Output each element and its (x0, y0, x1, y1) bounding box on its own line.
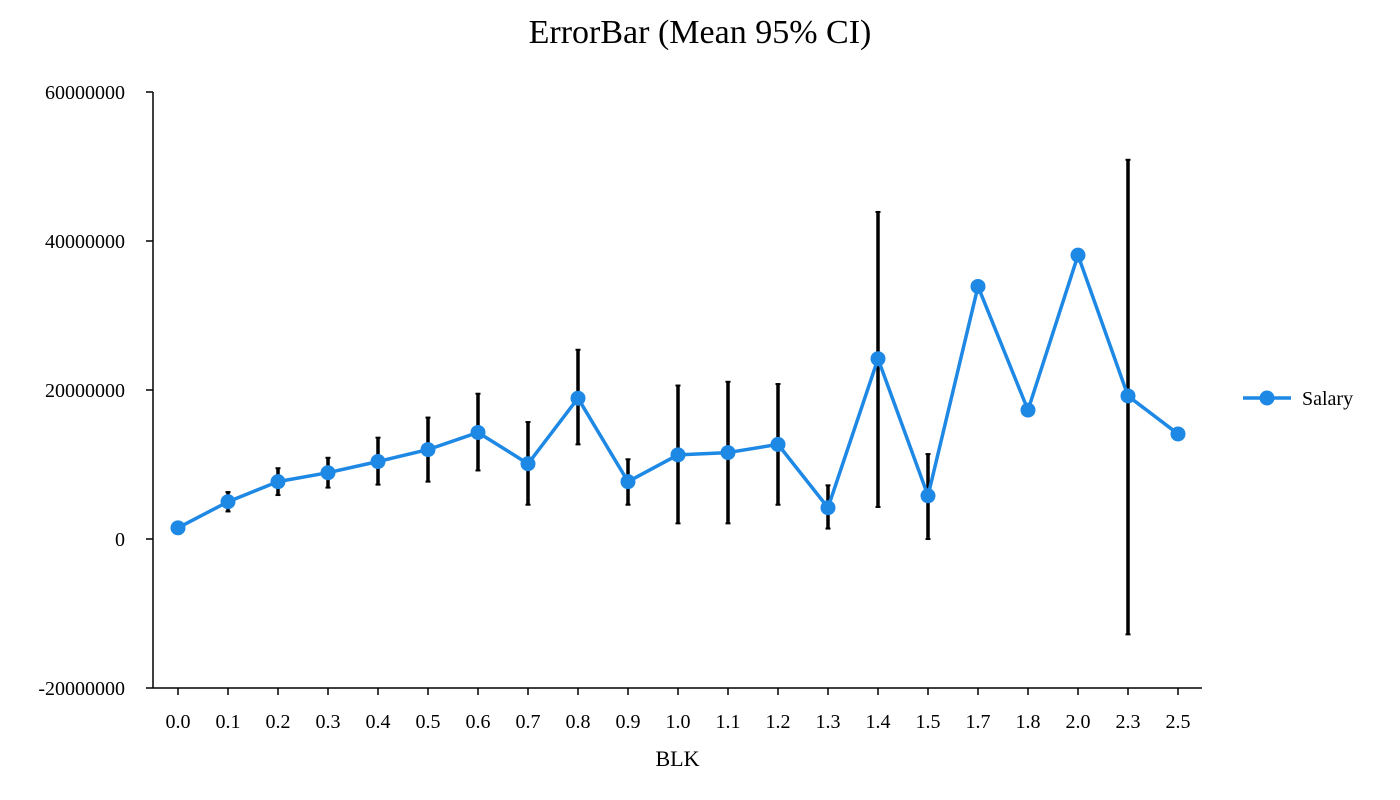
x-tick-label: 1.5 (916, 711, 941, 733)
legend-label: Salary (1302, 388, 1353, 410)
x-tick-label: 0.4 (366, 711, 391, 733)
data-point (370, 454, 386, 470)
axes: -20000000 0 20000000 40000000 60000000 0.0 0.1… (38, 82, 1202, 771)
x-tick-label: 0.6 (466, 711, 491, 733)
x-tick-label: 0.1 (216, 711, 241, 733)
legend-marker (1259, 390, 1275, 406)
y-tick-label: 0 (115, 529, 125, 551)
data-point (270, 474, 286, 490)
series-lines (170, 247, 1186, 536)
data-point (720, 445, 736, 461)
x-tick-label: 2.5 (1166, 711, 1191, 733)
data-point (570, 390, 586, 406)
data-point (320, 465, 336, 481)
data-point (1070, 247, 1086, 263)
x-tick-label: 1.7 (966, 711, 991, 733)
x-tick-label: 0.3 (316, 711, 341, 733)
data-point (220, 494, 236, 510)
x-tick-label: 0.0 (166, 711, 191, 733)
data-point (1020, 402, 1036, 418)
x-tick-label: 1.0 (666, 711, 691, 733)
data-point (1170, 426, 1186, 442)
x-tick-label: 1.4 (866, 711, 891, 733)
x-tick-label: 0.9 (616, 711, 641, 733)
data-point (770, 436, 786, 452)
y-tick-label: 40000000 (45, 231, 125, 253)
x-tick-label: 1.2 (766, 711, 791, 733)
chart-title: ErrorBar (Mean 95% CI) (528, 14, 872, 51)
data-point (670, 447, 686, 463)
data-point (170, 520, 186, 536)
y-tick-label: 20000000 (45, 380, 125, 402)
data-point (920, 488, 936, 504)
y-tick-label: 60000000 (45, 82, 125, 104)
data-point (520, 456, 536, 472)
x-tick-label: 0.8 (566, 711, 591, 733)
x-tick-label: 1.8 (1016, 711, 1041, 733)
x-tick-label: 0.2 (266, 711, 291, 733)
x-tick-label: 0.7 (516, 711, 541, 733)
data-point (470, 424, 486, 440)
data-point (870, 351, 886, 367)
data-point (620, 474, 636, 490)
x-tick-label: 0.5 (416, 711, 441, 733)
x-tick-label: 1.3 (816, 711, 841, 733)
x-tick-label: 2.0 (1066, 711, 1091, 733)
legend: Salary (1243, 388, 1353, 410)
data-point (820, 500, 836, 516)
error-bars (175, 158, 1131, 636)
x-tick-label: 2.3 (1116, 711, 1141, 733)
x-axis-title: BLK (656, 746, 700, 771)
y-tick-label: -20000000 (38, 678, 125, 700)
data-point (1120, 388, 1136, 404)
data-point (420, 442, 436, 458)
data-point (970, 278, 986, 294)
x-tick-label: 1.1 (716, 711, 741, 733)
